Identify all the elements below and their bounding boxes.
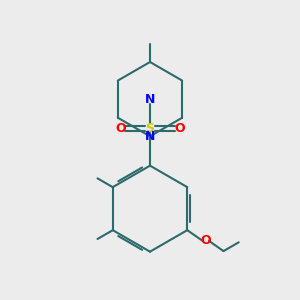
- Text: O: O: [201, 234, 211, 248]
- Text: N: N: [145, 130, 155, 143]
- Text: O: O: [116, 122, 126, 135]
- Text: O: O: [174, 122, 184, 135]
- Text: S: S: [146, 122, 154, 135]
- Text: N: N: [145, 93, 155, 106]
